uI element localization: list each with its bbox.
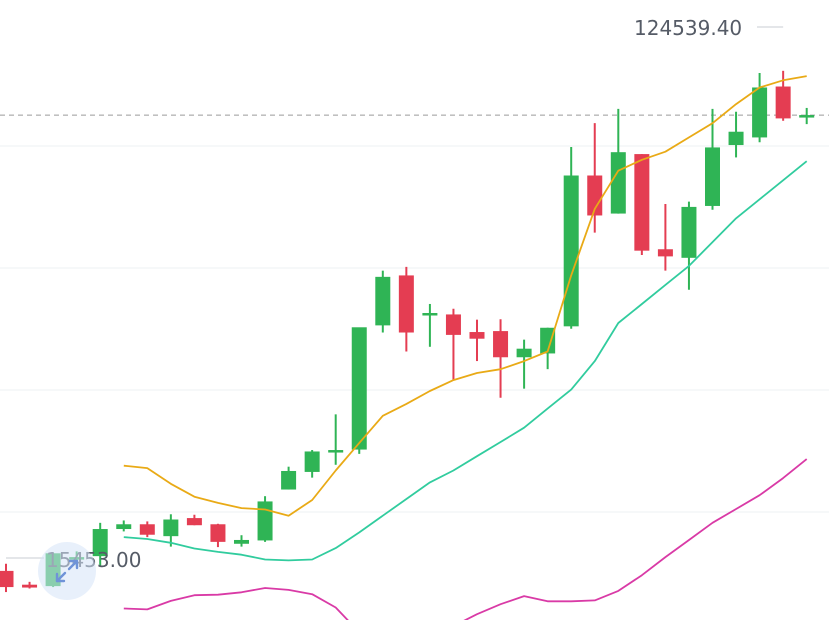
candle-body bbox=[540, 327, 556, 354]
candle-up bbox=[328, 414, 344, 465]
extreme-markers bbox=[6, 26, 784, 559]
candle-down bbox=[0, 563, 14, 593]
candle-body bbox=[445, 314, 461, 335]
candle-up bbox=[610, 108, 626, 214]
candle-up bbox=[257, 496, 273, 542]
candle-up bbox=[752, 73, 768, 143]
candle-body bbox=[681, 206, 697, 258]
candle-body bbox=[304, 451, 320, 472]
candle-body bbox=[92, 529, 108, 557]
grid-lines bbox=[0, 145, 829, 513]
moving-average-lines bbox=[123, 75, 808, 624]
candle-body bbox=[210, 524, 226, 542]
candle-body bbox=[234, 539, 249, 544]
candle-up bbox=[728, 111, 744, 158]
candle-body bbox=[22, 584, 38, 588]
expand-arrows-icon bbox=[55, 559, 79, 583]
candle-down bbox=[186, 514, 202, 526]
candle-body bbox=[351, 327, 367, 450]
candle-body bbox=[281, 470, 297, 490]
candle-down bbox=[469, 319, 485, 362]
candle-body bbox=[422, 313, 438, 316]
candle-body bbox=[257, 501, 273, 541]
candle-up bbox=[163, 514, 179, 547]
ma-long-line bbox=[123, 458, 808, 624]
candle-body bbox=[328, 450, 344, 453]
candle-body bbox=[375, 276, 391, 326]
expand-button[interactable] bbox=[38, 542, 96, 600]
candle-up bbox=[304, 450, 320, 478]
ma-mid-line bbox=[123, 160, 808, 562]
candle-body bbox=[799, 115, 815, 118]
candle-up bbox=[563, 146, 579, 329]
candle-body bbox=[493, 331, 509, 358]
candle-body bbox=[116, 524, 132, 530]
candle-body bbox=[705, 147, 720, 206]
candle-down bbox=[493, 319, 509, 398]
candle-up bbox=[516, 339, 532, 389]
ma-short-line bbox=[123, 75, 807, 517]
candle-down bbox=[398, 266, 414, 352]
candle-down bbox=[657, 204, 673, 271]
candle-body bbox=[752, 87, 768, 138]
candle-body bbox=[610, 152, 626, 214]
candles bbox=[0, 70, 815, 593]
candle-body bbox=[634, 154, 650, 251]
candle-body bbox=[469, 332, 485, 339]
candle-up bbox=[681, 201, 697, 290]
candle-body bbox=[657, 249, 673, 257]
candle-down bbox=[634, 154, 650, 255]
candle-body bbox=[563, 175, 579, 327]
candle-body bbox=[186, 518, 202, 526]
candle-body bbox=[0, 570, 14, 588]
candle-body bbox=[728, 131, 744, 146]
candle-up bbox=[116, 520, 132, 532]
candle-up bbox=[234, 535, 249, 547]
candle-down bbox=[775, 70, 791, 121]
candle-down bbox=[210, 523, 226, 548]
candle-up bbox=[705, 108, 720, 210]
candle-body bbox=[139, 524, 155, 535]
candle-down bbox=[22, 581, 38, 589]
max-price-label: 124539.40 bbox=[634, 16, 743, 40]
candle-body bbox=[163, 519, 179, 537]
candle-up bbox=[422, 303, 438, 347]
candle-up bbox=[351, 327, 367, 454]
candle-body bbox=[587, 175, 603, 216]
candle-up bbox=[281, 466, 297, 490]
candle-body bbox=[398, 275, 414, 333]
candle-up bbox=[375, 270, 391, 333]
candle-down bbox=[587, 123, 603, 233]
candle-body bbox=[516, 348, 532, 358]
candle-body bbox=[775, 86, 791, 119]
candle-down bbox=[445, 308, 461, 381]
candle-up bbox=[92, 522, 108, 566]
candle-up bbox=[799, 107, 815, 125]
candle-down bbox=[139, 521, 155, 538]
